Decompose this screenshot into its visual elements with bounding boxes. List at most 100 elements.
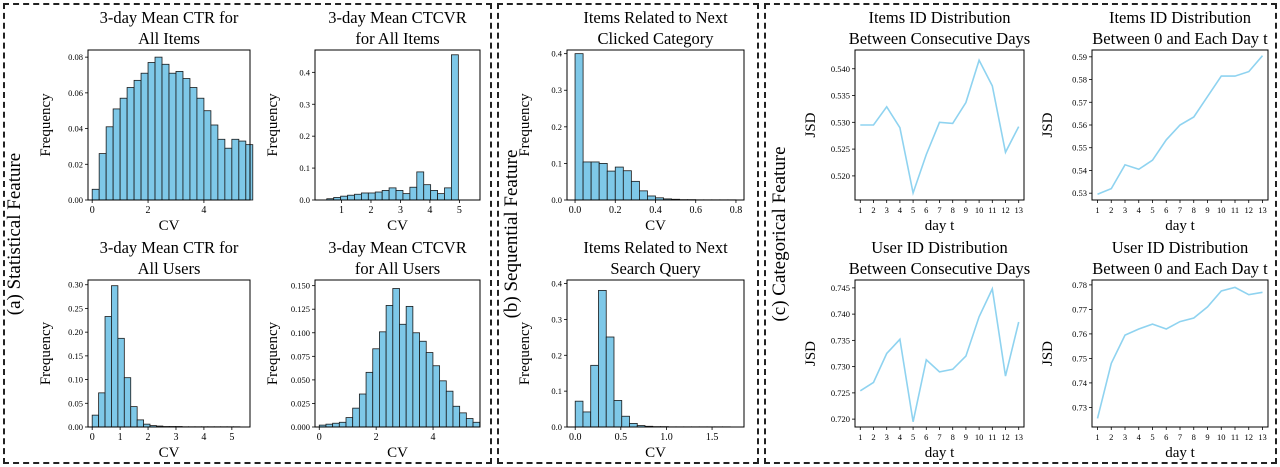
plot-frame (1091, 279, 1269, 428)
x-tick-label: 3 (1123, 432, 1127, 442)
x-tick-label: 5 (1150, 205, 1154, 215)
x-tick-label: 8 (951, 432, 955, 442)
plot-frame (854, 279, 1025, 428)
x-tick-label: 11 (988, 432, 996, 442)
y-tick-label: 0.59 (1072, 52, 1087, 62)
x-tick-label: 2 (871, 205, 875, 215)
y-tick-label: 0.2 (299, 131, 310, 141)
histogram-bar (598, 163, 608, 201)
x-tick-label: 1 (1095, 432, 1099, 442)
chart-title: Items Related to Next (583, 238, 728, 257)
x-tick-label: 2 (146, 205, 151, 216)
y-tick-label: 0.30 (68, 280, 83, 290)
x-axis-label: day t (1165, 445, 1195, 461)
x-tick-label: 10 (1217, 432, 1226, 442)
series-line (1096, 286, 1263, 419)
x-tick-label: 9 (1205, 205, 1209, 215)
chart-title: All Items (138, 29, 200, 48)
x-tick-label: 7 (937, 432, 941, 442)
histogram-bar (224, 147, 233, 201)
histogram-bar (402, 193, 411, 201)
x-tick-label: 3 (885, 432, 889, 442)
histogram-bar (419, 340, 427, 428)
y-tick-label: 0.76 (1072, 329, 1087, 339)
x-tick-label: 12 (1245, 205, 1254, 215)
y-tick-label: 0.20 (68, 327, 83, 337)
x-tick-label: 4 (898, 432, 903, 442)
histogram-bar (582, 161, 592, 201)
x-tick-label: 0 (90, 432, 95, 443)
y-tick-label: 0.4 (551, 279, 562, 289)
y-tick-label: 0.2 (551, 350, 562, 360)
histogram-bar (459, 412, 467, 428)
histogram-bar (381, 190, 390, 201)
y-tick-label: 0.530 (831, 117, 850, 127)
x-axis-label: CV (387, 445, 408, 461)
histogram-bar (203, 110, 212, 201)
histogram-bar (379, 331, 387, 428)
x-tick-label: 1.0 (660, 432, 673, 443)
y-tick-label: 0.02 (68, 159, 83, 169)
y-axis-label: Frequency (38, 321, 54, 385)
histogram-bar (452, 405, 461, 428)
chart-title: Between 0 and Each Day t (1092, 29, 1268, 48)
x-tick-label: 1 (339, 205, 344, 216)
panel-b-frame (497, 3, 759, 464)
x-tick-label: 10 (1217, 205, 1226, 215)
histogram-bar (126, 87, 135, 201)
y-tick-label: 0.540 (831, 64, 850, 74)
y-tick-label: 0.730 (831, 362, 850, 372)
chart-title: All Users (138, 259, 201, 278)
x-tick-label: 13 (1014, 205, 1023, 215)
x-tick-label: 5 (457, 205, 462, 216)
histogram-bar (347, 194, 355, 201)
chart-title: User ID Distribution (1112, 238, 1249, 257)
histogram-bar (98, 153, 107, 201)
panel-a-frame (3, 3, 492, 464)
y-axis-label: JSD (1040, 341, 1056, 366)
histogram-bar (345, 417, 354, 428)
x-tick-label: 13 (1014, 432, 1023, 442)
histogram-bar (361, 192, 369, 201)
y-tick-label: 0.54 (1072, 165, 1088, 175)
y-tick-label: 0.53 (1072, 188, 1087, 198)
chart-ctr-users: 3-day Mean CTR for All Users 0 1 2 3 4 5 0.00 0.0… (38, 238, 251, 461)
y-tick-label: 0.3 (299, 99, 310, 109)
x-tick-label: 2 (368, 205, 373, 216)
histogram-bar (399, 323, 407, 428)
y-tick-label: 0.520 (831, 171, 850, 181)
histogram-bar (175, 71, 184, 201)
plot-frame (314, 279, 481, 428)
x-tick-label: 5 (229, 432, 234, 443)
x-axis-label: day t (925, 218, 955, 234)
plot-frame (314, 49, 481, 201)
histogram-bar (182, 78, 191, 201)
chart-title: Items ID Distribution (868, 8, 1010, 27)
x-tick-label: 0.0 (569, 432, 582, 443)
y-tick-label: 0.74 (1072, 378, 1088, 388)
x-axis-label: CV (645, 445, 666, 461)
histogram-bar (147, 62, 156, 201)
x-tick-label: 11 (988, 205, 996, 215)
chart-title: Between 0 and Each Day t (1092, 259, 1268, 278)
histogram-bar (196, 97, 205, 201)
y-tick-label: 0.075 (291, 351, 310, 361)
y-tick-label: 0.3 (551, 314, 562, 324)
x-tick-label: 6 (924, 205, 928, 215)
histogram-bar (614, 166, 624, 201)
histogram-bar (168, 72, 177, 201)
y-tick-label: 0.720 (831, 414, 850, 424)
y-axis-label: Frequency (38, 93, 54, 157)
chart-title: Search Query (610, 259, 701, 278)
y-axis-label: Frequency (517, 93, 533, 157)
y-tick-label: 0.57 (1072, 97, 1087, 107)
y-tick-label: 0.73 (1072, 402, 1087, 412)
series-line (859, 286, 1020, 422)
y-tick-label: 0.00 (68, 422, 83, 432)
x-axis-label: CV (387, 218, 408, 234)
y-tick-label: 0.0 (551, 195, 562, 205)
y-tick-label: 0.4 (551, 49, 562, 59)
x-tick-label: 1 (858, 432, 862, 442)
y-tick-label: 0.4 (299, 67, 310, 77)
